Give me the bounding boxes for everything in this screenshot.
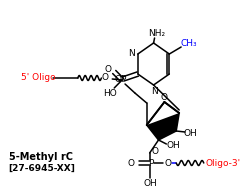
Polygon shape [147, 113, 179, 140]
Text: P: P [148, 160, 153, 169]
Text: 5-Methyl rC: 5-Methyl rC [9, 152, 73, 162]
Text: N: N [129, 50, 135, 59]
Text: O: O [102, 74, 109, 83]
Text: [27-6945-XX]: [27-6945-XX] [8, 164, 75, 172]
Text: OH: OH [166, 142, 180, 151]
Text: CH₃: CH₃ [181, 40, 197, 49]
Text: O: O [165, 159, 172, 167]
Text: O: O [128, 159, 135, 167]
Text: OH: OH [183, 128, 197, 137]
Text: N: N [151, 87, 158, 95]
Text: O: O [115, 75, 122, 84]
Text: P: P [120, 75, 126, 84]
Text: O: O [151, 147, 158, 156]
Text: Oligo-3': Oligo-3' [206, 159, 241, 167]
Text: 5' Oligo: 5' Oligo [21, 74, 56, 83]
Text: OH: OH [144, 180, 158, 189]
Text: O: O [161, 93, 168, 102]
Text: NH₂: NH₂ [148, 30, 165, 39]
Text: HO: HO [103, 89, 117, 98]
Text: O: O [105, 65, 112, 74]
